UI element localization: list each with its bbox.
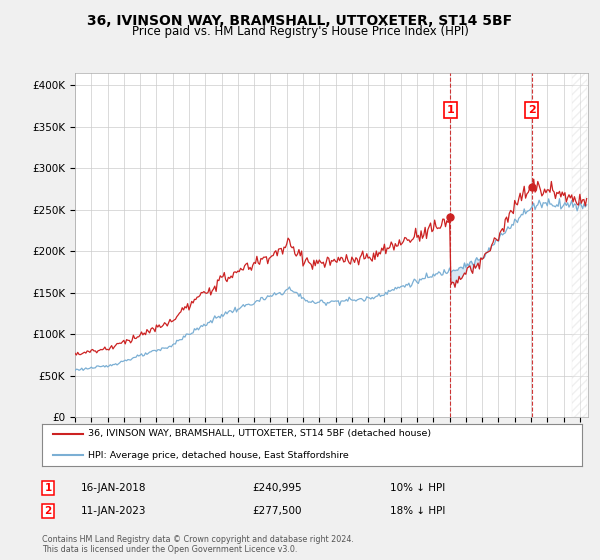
Text: HPI: Average price, detached house, East Staffordshire: HPI: Average price, detached house, East… [88, 451, 349, 460]
Text: 2: 2 [44, 506, 52, 516]
Text: 2: 2 [528, 105, 536, 115]
Text: 10% ↓ HPI: 10% ↓ HPI [390, 483, 445, 493]
Text: Contains HM Land Registry data © Crown copyright and database right 2024.
This d: Contains HM Land Registry data © Crown c… [42, 535, 354, 554]
Text: 16-JAN-2018: 16-JAN-2018 [81, 483, 146, 493]
Text: Price paid vs. HM Land Registry's House Price Index (HPI): Price paid vs. HM Land Registry's House … [131, 25, 469, 38]
Text: £277,500: £277,500 [252, 506, 302, 516]
Text: 1: 1 [44, 483, 52, 493]
Text: 36, IVINSON WAY, BRAMSHALL, UTTOXETER, ST14 5BF (detached house): 36, IVINSON WAY, BRAMSHALL, UTTOXETER, S… [88, 429, 431, 438]
Text: 1: 1 [446, 105, 454, 115]
Text: 18% ↓ HPI: 18% ↓ HPI [390, 506, 445, 516]
Text: 11-JAN-2023: 11-JAN-2023 [81, 506, 146, 516]
Text: £240,995: £240,995 [252, 483, 302, 493]
Text: 36, IVINSON WAY, BRAMSHALL, UTTOXETER, ST14 5BF: 36, IVINSON WAY, BRAMSHALL, UTTOXETER, S… [88, 14, 512, 28]
